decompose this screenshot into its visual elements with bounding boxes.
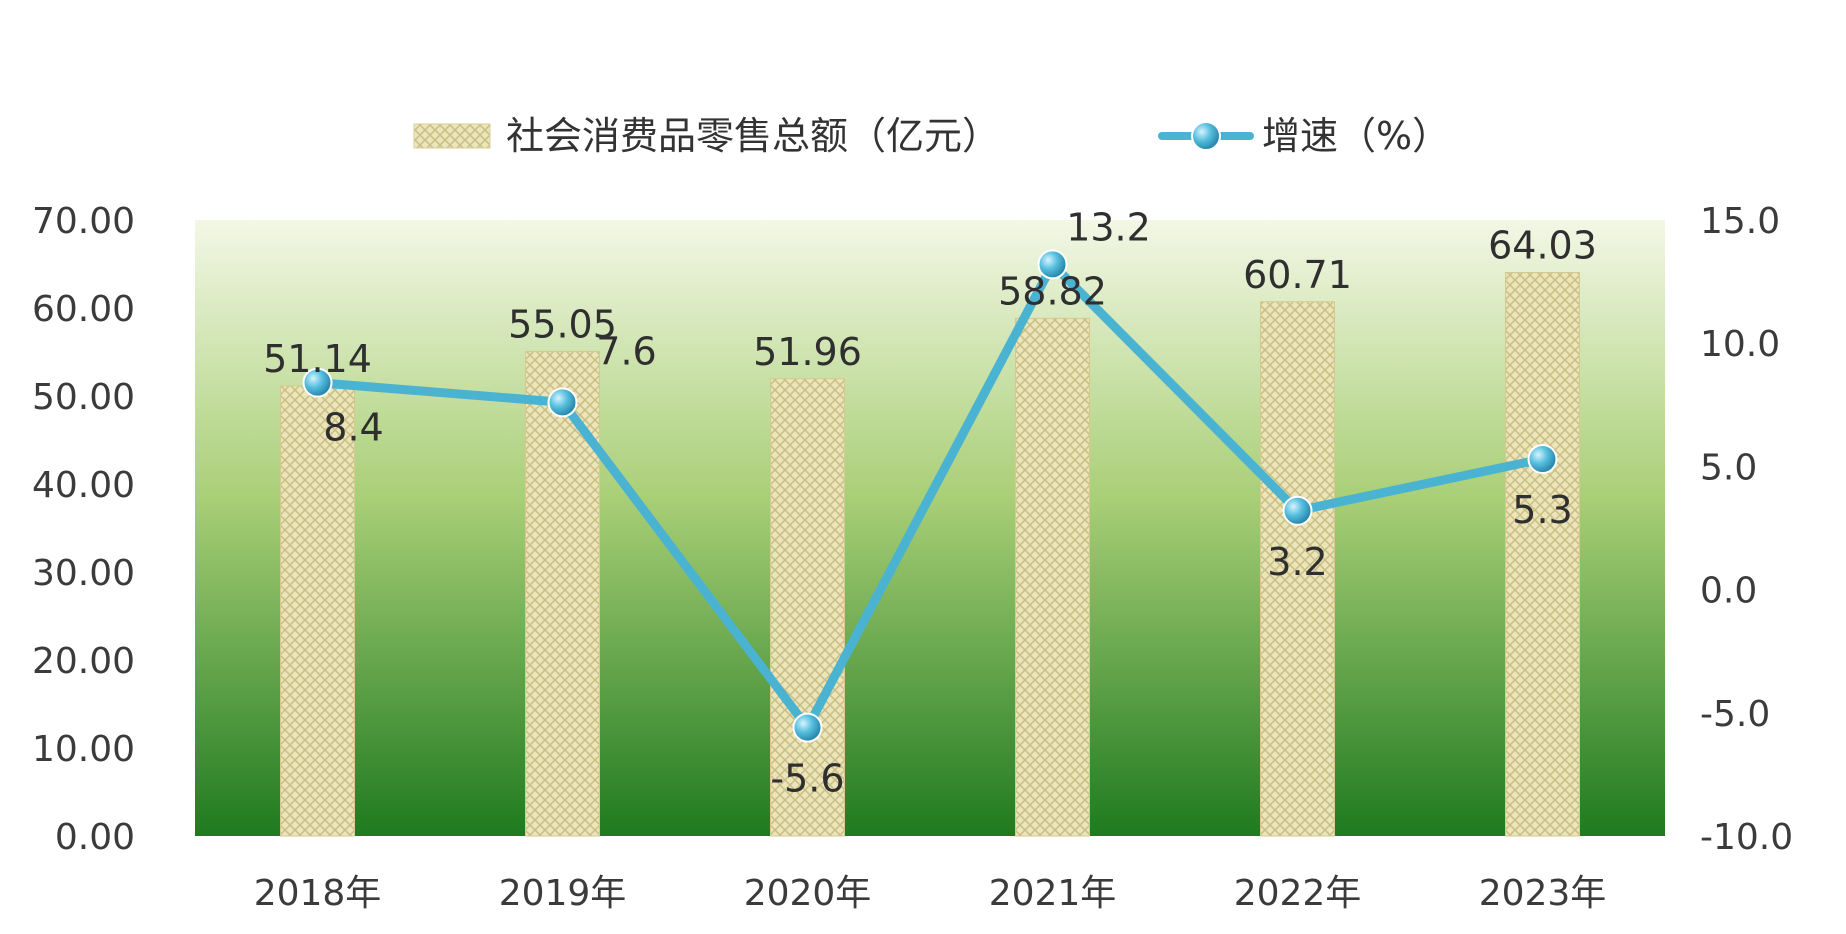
y-right-tick-label: 5.0	[1700, 447, 1757, 488]
y-left-tick-label: 10.00	[32, 729, 135, 770]
x-tick-label: 2022年	[1234, 873, 1362, 914]
line-data-labels: 8.4 7.6 -5.6 13.2 3.2 5.3	[323, 205, 1572, 800]
line-marker	[547, 387, 578, 418]
y-left-tick-label: 40.00	[32, 465, 135, 506]
bar-value-label: 51.96	[753, 330, 862, 374]
bar	[280, 385, 355, 837]
bar-data-labels: 51.14 55.05 51.96 58.82 60.71 64.03	[263, 224, 1597, 381]
line-value-label: 7.6	[596, 329, 656, 373]
bar-value-label: 60.71	[1243, 253, 1352, 297]
line-marker	[1037, 249, 1068, 280]
bar	[1260, 301, 1335, 837]
line-value-label: 3.2	[1267, 540, 1327, 584]
line-marker	[302, 367, 333, 398]
line-marker	[1527, 444, 1558, 475]
bar-series	[280, 272, 1580, 837]
x-tick-label: 2021年	[989, 873, 1117, 914]
line-marker	[792, 712, 823, 743]
y-right-axis: -10.0 -5.0 0.0 5.0 10.0 15.0	[1700, 201, 1793, 858]
line-value-label: 13.2	[1066, 205, 1151, 249]
line-value-label: 5.3	[1512, 488, 1572, 532]
bar	[1505, 272, 1580, 837]
legend: 社会消费品零售总额（亿元） 增速（%）	[413, 114, 1450, 158]
plot-area	[195, 220, 1665, 836]
legend-line-marker	[1191, 121, 1221, 151]
line-value-label: 8.4	[323, 406, 383, 450]
x-tick-label: 2020年	[744, 873, 872, 914]
x-axis: 2018年 2019年 2020年 2021年 2022年 2023年	[254, 873, 1607, 914]
bar-value-label: 51.14	[263, 337, 372, 381]
y-left-tick-label: 70.00	[32, 201, 135, 242]
bar	[1015, 317, 1090, 837]
x-tick-label: 2019年	[499, 873, 627, 914]
y-right-tick-label: 0.0	[1700, 571, 1757, 612]
legend-line-label: 增速（%）	[1262, 114, 1450, 158]
legend-bar-label: 社会消费品零售总额（亿元）	[506, 114, 1000, 158]
y-left-tick-label: 60.00	[32, 289, 135, 330]
bar-value-label: 64.03	[1488, 224, 1597, 268]
line-value-label: -5.6	[770, 757, 844, 801]
line-path	[313, 259, 1547, 733]
y-right-tick-label: -5.0	[1700, 694, 1770, 735]
bar-value-label: 55.05	[508, 303, 617, 347]
bar	[770, 378, 845, 837]
line-markers	[302, 249, 1558, 743]
line-marker	[1282, 495, 1313, 526]
y-left-tick-label: 30.00	[32, 553, 135, 594]
x-tick-label: 2023年	[1479, 873, 1607, 914]
y-left-tick-label: 20.00	[32, 641, 135, 682]
y-right-tick-label: 10.0	[1700, 324, 1780, 365]
y-left-tick-label: 0.00	[55, 817, 135, 858]
y-right-tick-label: 15.0	[1700, 201, 1780, 242]
y-left-axis: 0.00 10.00 20.00 30.00 40.00 50.00 60.00 70.00	[32, 201, 135, 858]
bar-value-label: 58.82	[998, 269, 1107, 313]
y-left-tick-label: 50.00	[32, 377, 135, 418]
bar	[525, 351, 600, 837]
x-tick-label: 2018年	[254, 873, 382, 914]
line-series	[313, 259, 1547, 733]
y-right-tick-label: -10.0	[1700, 817, 1793, 858]
legend-bar-swatch	[413, 123, 491, 149]
